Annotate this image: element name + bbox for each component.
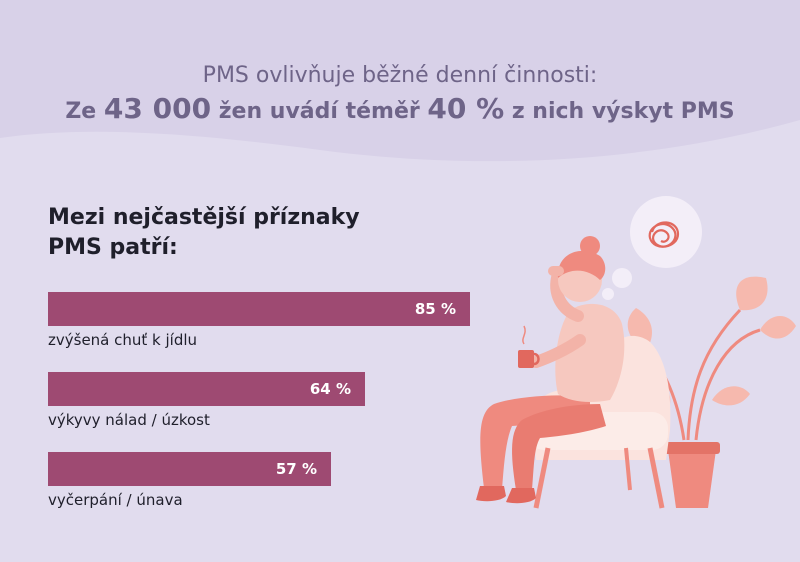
bar-category-label: zvýšená chuť k jídlu [48,331,198,349]
woman-with-headache-icon [476,196,796,509]
woman-figure [476,236,625,504]
bar: 64 % [48,372,365,406]
header: PMS ovlivňuje běžné denní činnosti: Ze 4… [0,62,800,129]
bar-category-label: výkyvy nálad / úzkost [48,411,210,429]
bar-group: 64 % výkyvy nálad / úzkost [48,372,365,430]
bar-value-label: 57 % [275,460,317,478]
bar-category-label: vyčerpání / únava [48,491,183,509]
bar: 85 % [48,292,470,326]
bar-value-label: 85 % [414,300,456,318]
title-part-2: 43 000 [103,92,212,125]
header-subtitle: PMS ovlivňuje běžné denní činnosti: [202,63,598,88]
title-part-1: Ze [65,99,104,124]
bar-group: 85 % zvýšená chuť k jídlu [48,292,470,350]
thought-bubble-scribble-icon [602,196,702,300]
bar-value-label: 64 % [309,380,351,398]
title-part-4: 40 % [427,92,505,125]
header-title: Ze 43 000 žen uvádí téměř 40 % z nich vý… [0,92,800,129]
chart-title: Mezi nejčastější příznaky PMS patří: [48,205,360,260]
bar-group: 57 % vyčerpání / únava [48,452,331,510]
title-part-5: z nich výskyt PMS [504,99,735,124]
hot-drink-cup-icon [518,325,540,368]
title-part-3: žen uvádí téměř [211,99,428,124]
bar: 57 % [48,452,331,486]
